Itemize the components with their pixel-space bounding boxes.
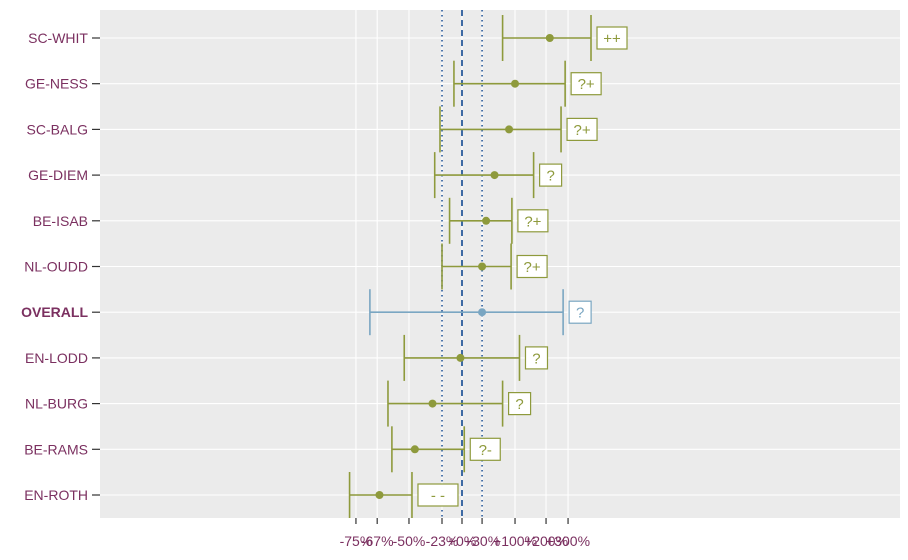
badge-label: ++ (603, 31, 621, 48)
forest-row: ?+ (441, 243, 548, 290)
x-axis: -75%-67% -50% -23%+0%+30%+100%+200%+300% (340, 518, 590, 549)
forest-row: ? (387, 380, 532, 427)
x-tick-label: -23% (426, 533, 459, 549)
y-tick-label: BE-ISAB (33, 213, 88, 229)
badge-box (566, 117, 598, 142)
badge-label: ? (546, 168, 554, 185)
badge-label: ? (515, 396, 523, 413)
point-estimate (456, 353, 465, 362)
x-tick-label: +100% (493, 533, 537, 549)
x-tick-label: -50% (393, 533, 426, 549)
x-tick-label: +300% (546, 533, 590, 549)
y-tick-label: EN-ROTH (24, 487, 88, 503)
forest-row: - - (348, 472, 459, 518)
reference-lines (441, 10, 483, 518)
badge-label: - - (431, 488, 445, 505)
badge-label: ?+ (524, 259, 541, 276)
x-tick-label: +0% (448, 533, 476, 549)
point-estimate (505, 125, 514, 134)
badge-box (417, 483, 459, 507)
point-estimate (478, 308, 487, 317)
badge-box (568, 300, 592, 324)
badge-box (539, 163, 563, 187)
forest-row: ?+ (448, 197, 549, 244)
x-tick-label: -67% (361, 533, 394, 549)
y-tick-label: BE-RAMS (24, 441, 88, 457)
badge-box (517, 209, 549, 233)
point-estimate (482, 216, 491, 225)
x-tick-label: +200% (524, 533, 568, 549)
point-estimate (490, 171, 499, 180)
forest-row: ?+ (439, 106, 598, 153)
point-estimate (428, 399, 437, 408)
plot-panel (100, 10, 900, 518)
point-estimate (511, 79, 520, 88)
badge-label: ?+ (573, 122, 590, 139)
y-tick-label: SC-BALG (27, 121, 88, 137)
x-tick-label: +30% (464, 533, 500, 549)
badge-label: ? (532, 350, 540, 367)
y-tick-label: OVERALL (21, 304, 88, 320)
badge-box (524, 346, 549, 370)
point-estimate (410, 445, 419, 454)
y-tick-label: SC-WHIT (28, 30, 88, 46)
badge-label: ?+ (578, 76, 595, 93)
y-tick-label: GE-DIEM (28, 167, 88, 183)
y-tick-label: EN-LODD (25, 350, 88, 366)
badge-label: ?+ (524, 213, 541, 230)
y-axis: SC-WHIT GE-NESS SC-BALG GE-DIEM BE-ISAB NL-OU… (21, 30, 100, 503)
forest-row: ++ (501, 15, 628, 61)
y-tick-label: NL-OUDD (24, 259, 88, 275)
point-estimate (478, 262, 487, 271)
badge-label: ?- (479, 442, 492, 459)
forest-row: ? (433, 152, 563, 199)
badge-box (570, 72, 602, 96)
point-estimate (545, 34, 554, 42)
forest-row: ?+ (453, 60, 602, 107)
forest-rows: ++ ?+ ?+? ?+ ?+??? ?- - - (348, 15, 628, 518)
x-tick-label: -75% (340, 533, 373, 549)
forest-row: ? (403, 334, 549, 381)
forest-row: ? (369, 289, 592, 336)
badge-box (507, 392, 532, 416)
point-estimate (375, 491, 384, 499)
badge-box (596, 26, 628, 50)
y-tick-label: NL-BURG (25, 396, 88, 412)
forest-row: ?- (391, 426, 501, 473)
badge-box (469, 437, 501, 461)
badge-label: ? (576, 305, 584, 322)
badge-box (516, 254, 548, 279)
y-tick-label: GE-NESS (25, 76, 88, 92)
